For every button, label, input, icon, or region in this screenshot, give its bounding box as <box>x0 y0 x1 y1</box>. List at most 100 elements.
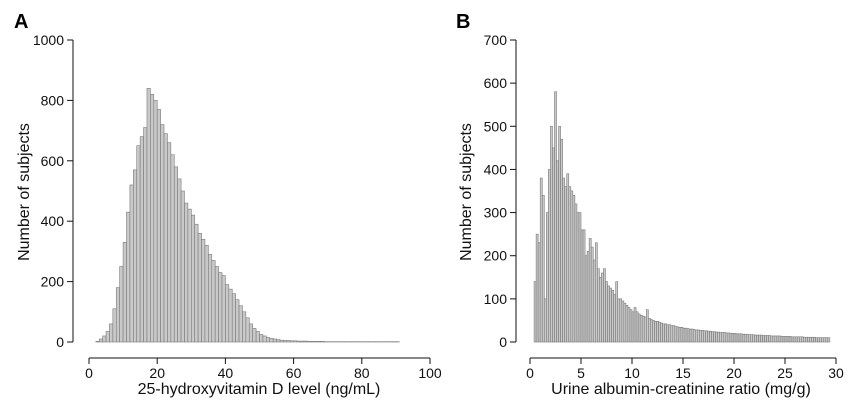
histogram-bar-b <box>784 336 788 343</box>
histogram-bar-a <box>262 335 267 343</box>
histogram-bar-b <box>548 169 551 343</box>
histogram-bar-a <box>235 299 240 343</box>
histogram-bar-b <box>670 325 674 343</box>
histogram-bar-b <box>684 327 688 343</box>
histogram-bar-b <box>680 327 684 343</box>
histogram-bar-b <box>619 298 623 343</box>
histogram-bar-a <box>170 154 175 343</box>
histogram-bar-b <box>588 238 592 343</box>
axes-a: 0 200 400 600 800 1000 0 20 40 60 80 100 <box>33 32 442 381</box>
histogram-bar-b <box>554 91 557 343</box>
histogram-bar-b <box>645 309 649 343</box>
histogram-bar-b <box>754 334 757 343</box>
histogram-bar-b <box>590 246 594 343</box>
histogram-bar-b <box>566 173 570 343</box>
histogram-bar-b <box>692 329 696 343</box>
histogram-bar-b <box>770 335 774 343</box>
histogram-bar-a <box>306 341 311 343</box>
histogram-bar-b <box>715 331 718 343</box>
histogram-bar-b <box>678 327 682 343</box>
histogram-bar-a <box>303 340 308 343</box>
histogram-bar-a <box>245 317 250 343</box>
histogram-bar-a <box>289 340 294 343</box>
y-tick-label-b: 300 <box>484 205 508 221</box>
histogram-bar-b <box>627 307 631 343</box>
histogram-bar-b <box>668 324 672 343</box>
histogram-bar-b <box>825 337 829 343</box>
histogram-bar-a <box>122 242 127 343</box>
histogram-bar-b <box>603 268 606 343</box>
x-tick-label-a: 60 <box>286 365 302 381</box>
histogram-bar-b <box>570 190 574 343</box>
histogram-bar-b <box>637 313 641 343</box>
histogram-bar-a <box>317 341 322 343</box>
histogram-bar-a <box>248 323 253 343</box>
histogram-bar-b <box>817 337 820 343</box>
histogram-bar-b <box>821 337 825 343</box>
histogram-bar-b <box>782 336 786 343</box>
histogram-bar-b <box>815 337 818 343</box>
histogram-bar-a <box>204 245 209 343</box>
y-tick-label-b: 400 <box>484 161 508 177</box>
histogram-bar-b <box>576 212 580 343</box>
histogram-bar-a <box>167 142 172 343</box>
histogram-bar-b <box>662 323 665 343</box>
x-tick-label-b: 20 <box>726 365 742 381</box>
histogram-bar-a <box>139 136 144 343</box>
histogram-bar-b <box>672 325 676 343</box>
histogram-bar-a <box>146 88 151 343</box>
histogram-bar-a <box>115 287 120 343</box>
bars-a <box>95 88 400 343</box>
histogram-bar-b <box>803 336 806 343</box>
histogram-bar-b <box>660 322 663 343</box>
histogram-bar-a <box>143 127 148 343</box>
histogram-bar-b <box>650 319 653 343</box>
histogram-bar-b <box>745 333 749 343</box>
histogram-bar-a <box>286 340 291 343</box>
histogram-bar-b <box>550 125 553 343</box>
histogram-bar-b <box>790 336 794 343</box>
x-tick-label-b: 10 <box>624 365 640 381</box>
histogram-bar-b <box>613 294 616 343</box>
histogram-bar-b <box>605 281 608 343</box>
histogram-bar-a <box>160 124 165 343</box>
histogram-bar-b <box>756 334 759 343</box>
histogram-bar-a <box>119 266 124 343</box>
histogram-bar-a <box>214 266 219 343</box>
histogram-bar-b <box>760 334 763 343</box>
histogram-bar-b <box>776 335 780 343</box>
histogram-bar-b <box>805 336 808 343</box>
histogram-bar-b <box>648 317 651 343</box>
histogram-bar-b <box>696 329 700 343</box>
histogram-bar-b <box>533 281 537 343</box>
histogram-bar-b <box>813 336 816 343</box>
histogram-bar-b <box>719 332 723 343</box>
histogram-bar-b <box>731 333 735 343</box>
histogram-bar-b <box>597 268 600 343</box>
histogram-bar-b <box>572 195 576 343</box>
histogram-bar-b <box>546 212 549 343</box>
histogram-bar-a <box>153 100 158 343</box>
y-tick-label-b: 600 <box>484 75 508 91</box>
histogram-bar-b <box>568 186 572 343</box>
histogram-bar-b <box>582 229 586 343</box>
histogram-bar-a <box>98 338 103 343</box>
y-axis-label-b: Number of subjects <box>458 123 475 261</box>
histogram-bar-b <box>807 336 810 343</box>
histogram-bar-a <box>252 328 257 343</box>
histogram-bar-a <box>133 169 138 343</box>
histogram-bar-a <box>283 340 288 343</box>
histogram-bar-b <box>609 287 612 343</box>
histogram-bar-a <box>163 133 168 343</box>
histogram-bar-b <box>656 320 659 343</box>
histogram-bar-b <box>629 309 633 343</box>
histogram-bar-b <box>794 336 798 343</box>
panel-letter-a: A <box>14 11 28 33</box>
histogram-bar-b <box>768 335 772 343</box>
histogram-bar-a <box>225 284 230 343</box>
y-tick-label-b: 200 <box>484 248 508 264</box>
histogram-bar-b <box>599 276 602 343</box>
histogram-bar-a <box>180 190 185 343</box>
histogram-bar-b <box>541 195 545 343</box>
histogram-bar-a <box>184 202 189 343</box>
